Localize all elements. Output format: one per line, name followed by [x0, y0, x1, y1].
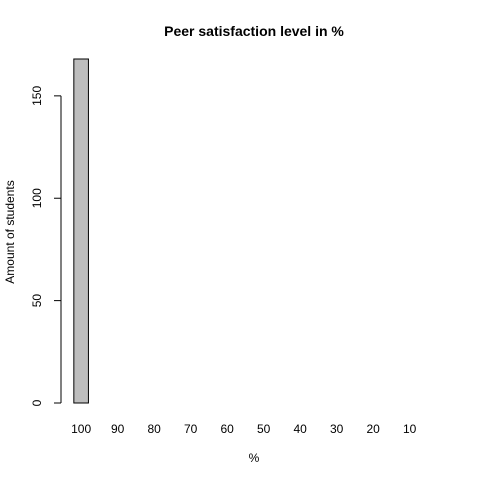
chart-title: Peer satisfaction level in % — [164, 23, 344, 39]
x-tick-labels: 100 90 80 70 60 50 40 30 20 10 — [71, 422, 417, 436]
y-tick-label: 150 — [30, 86, 44, 106]
x-tick-label: 40 — [293, 422, 307, 436]
x-tick-label: 50 — [257, 422, 271, 436]
x-axis-label: % — [249, 451, 260, 465]
x-tick-label: 70 — [184, 422, 198, 436]
y-axis-label: Amount of students — [3, 180, 17, 283]
x-tick-label: 80 — [147, 422, 161, 436]
x-tick-label: 30 — [330, 422, 344, 436]
y-tick-label: 50 — [30, 294, 44, 308]
x-tick-label: 90 — [111, 422, 125, 436]
y-tick-label: 100 — [30, 188, 44, 208]
y-axis: 0 50 100 150 — [30, 86, 62, 406]
bars — [73, 58, 89, 404]
x-tick-label: 20 — [366, 422, 380, 436]
y-tick-label: 0 — [30, 399, 44, 406]
x-tick-label: 10 — [403, 422, 417, 436]
x-tick-label: 60 — [220, 422, 234, 436]
bar-100 — [73, 58, 89, 404]
x-tick-label: 100 — [71, 422, 91, 436]
